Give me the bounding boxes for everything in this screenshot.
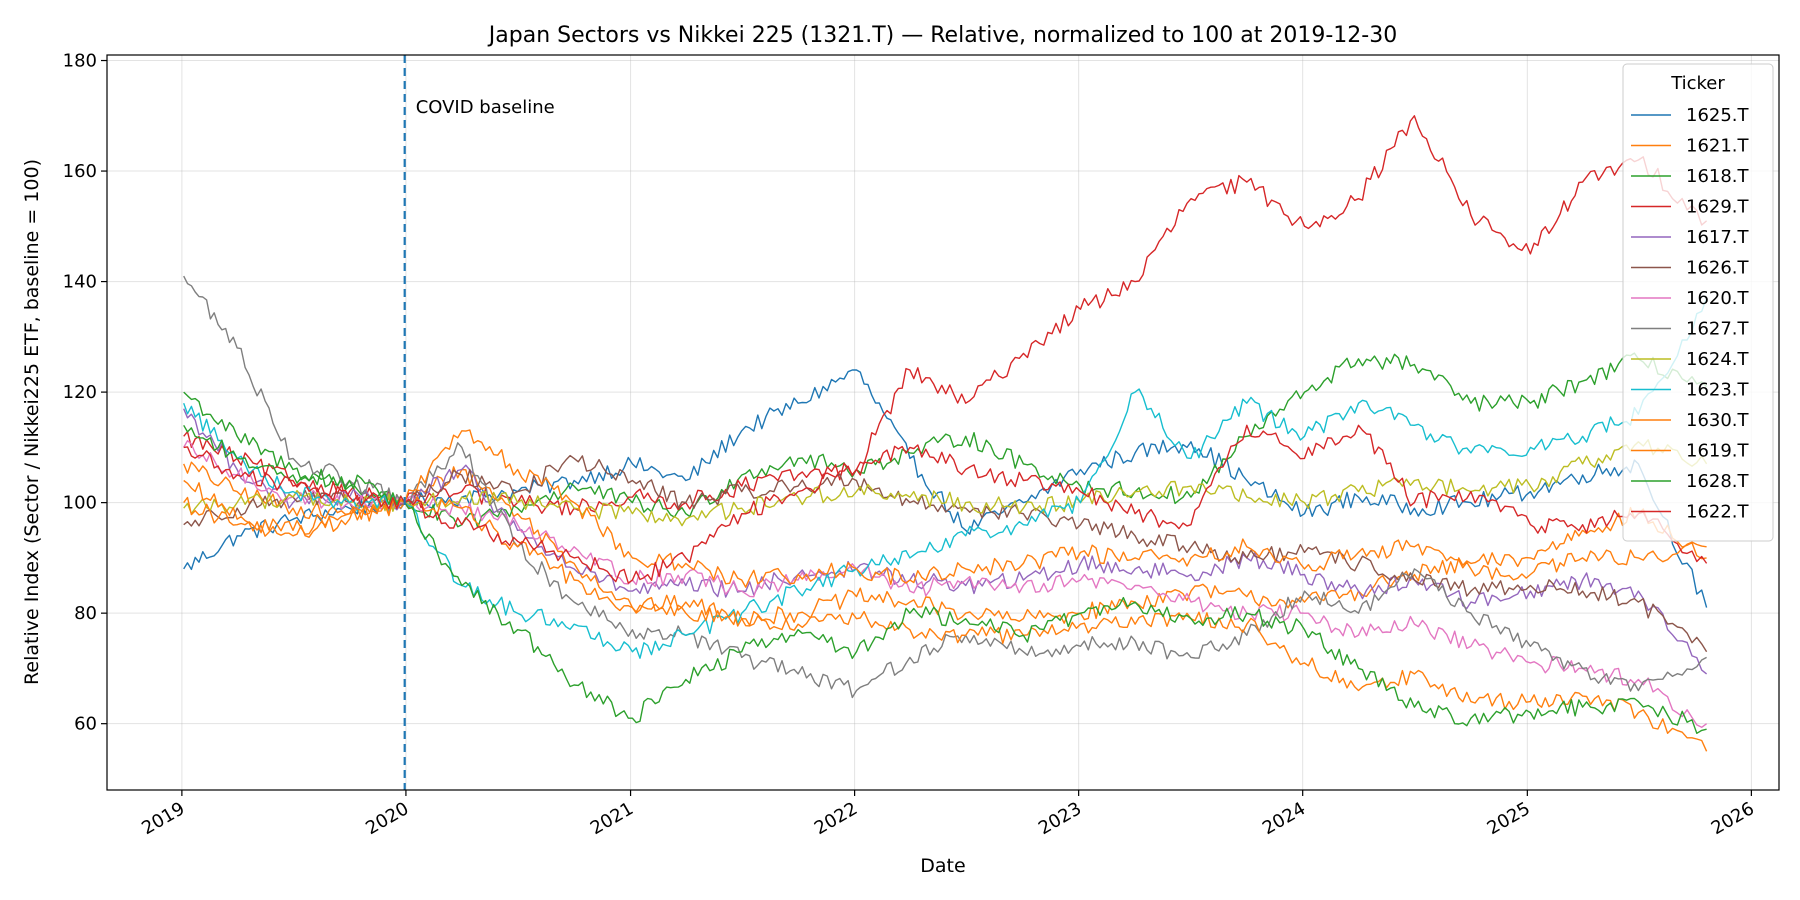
y-tick-label: 160 [63,161,97,182]
x-axis-title: Date [920,855,965,877]
legend-title: Ticker [1670,73,1725,94]
legend-label: 1628.T [1686,471,1750,492]
annotation-layer: COVID baseline [403,55,555,790]
data-layer [183,115,1708,752]
legend-label: 1620.T [1686,288,1750,309]
series-line-1628.T [183,424,1707,734]
legend-label: 1619.T [1686,441,1750,462]
series-line-1626.T [183,454,1708,653]
legend-label: 1617.T [1686,227,1750,248]
legend-label: 1626.T [1686,258,1750,279]
legend-label: 1618.T [1686,166,1750,187]
series-line-1624.T [183,439,1708,527]
series-line-1617.T [183,408,1708,675]
y-tick-label: 100 [63,493,97,514]
series-line-1627.T [183,275,1707,699]
y-tick-label: 120 [63,382,97,403]
series-line-1620.T [183,440,1708,728]
y-tick-label: 140 [63,272,97,293]
legend-box [1622,63,1774,542]
series-line-1618.T [183,352,1708,529]
plot-frame [106,54,1780,791]
series-line-1621.T [183,461,1707,627]
series-line-1622.T [183,424,1708,584]
legend-label: 1630.T [1686,410,1750,431]
y-tick-label: 60 [74,714,97,735]
covid-baseline-label: COVID baseline [416,97,555,118]
series-line-1619.T [183,496,1708,752]
y-tick-label: 180 [63,51,97,72]
series-line-1630.T [183,429,1707,588]
legend-label: 1627.T [1686,319,1750,340]
legend-label: 1624.T [1686,349,1750,370]
legend: Ticker 1625.T 1621.T 1618.T 1629.T 1617.T 1626… [1622,63,1774,542]
legend-label: 1621.T [1686,136,1750,157]
series-line-1623.T [183,297,1708,659]
y-tick-label: 80 [74,603,97,624]
legend-label: 1623.T [1686,380,1750,401]
chart-title: Japan Sectors vs Nikkei 225 (1321.T) — R… [487,23,1397,48]
legend-label: 1629.T [1686,197,1750,218]
legend-label: 1622.T [1686,502,1750,523]
y-axis-title: Relative Index (Sector / Nikkei225 ETF, … [21,159,43,685]
legend-label: 1625.T [1686,105,1750,126]
